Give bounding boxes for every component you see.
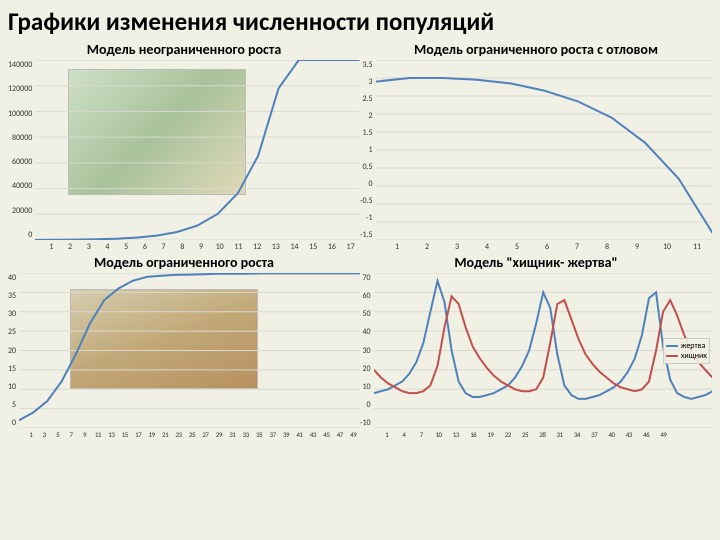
y-axis-labels: 706050403020100-10 [360,273,374,428]
legend-item: хищник [666,351,707,361]
chart-predator-prey: Модель "хищник- жертва" 706050403020100-… [360,252,712,439]
chart-grid: Модель неограниченного роста 14000012000… [0,39,720,439]
legend-swatch [666,355,678,357]
plot-area [374,273,712,428]
chart-limited-catch: Модель ограниченного роста с отловом 3.5… [360,39,712,252]
x-axis-labels: 1357911131517192123252729313335373941434… [8,428,360,439]
legend: жертва хищник [663,338,710,364]
chart-title: Модель ограниченного роста [8,252,360,273]
y-axis-labels: 4035302520151050 [8,273,19,428]
chart-title: Модель неограниченного роста [8,39,360,60]
x-axis-labels: 1471013161922252831343740434649 [360,428,712,439]
chart-limited-growth: Модель ограниченного роста 4035302520151… [8,252,360,439]
chart-unlimited-growth: Модель неограниченного роста 14000012000… [8,39,360,252]
chart-title: Модель "хищник- жертва" [360,252,712,273]
y-axis-labels: 140000120000100000800006000040000200000 [8,60,35,240]
page-title: Графики изменения численности популяций [0,0,720,39]
plot-area [19,273,360,428]
plot-area [376,60,712,240]
legend-swatch [666,345,678,347]
y-axis-labels: 3.532.521.510.50-0.5-1-1.5 [360,60,376,240]
legend-label: хищник [681,351,707,361]
x-axis-labels: 1234567891011121314151617 [8,240,360,252]
legend-label: жертва [681,341,705,351]
legend-item: жертва [666,341,707,351]
chart-title: Модель ограниченного роста с отловом [360,39,712,60]
x-axis-labels: 1234567891011 [360,240,712,252]
plot-area [35,60,360,240]
